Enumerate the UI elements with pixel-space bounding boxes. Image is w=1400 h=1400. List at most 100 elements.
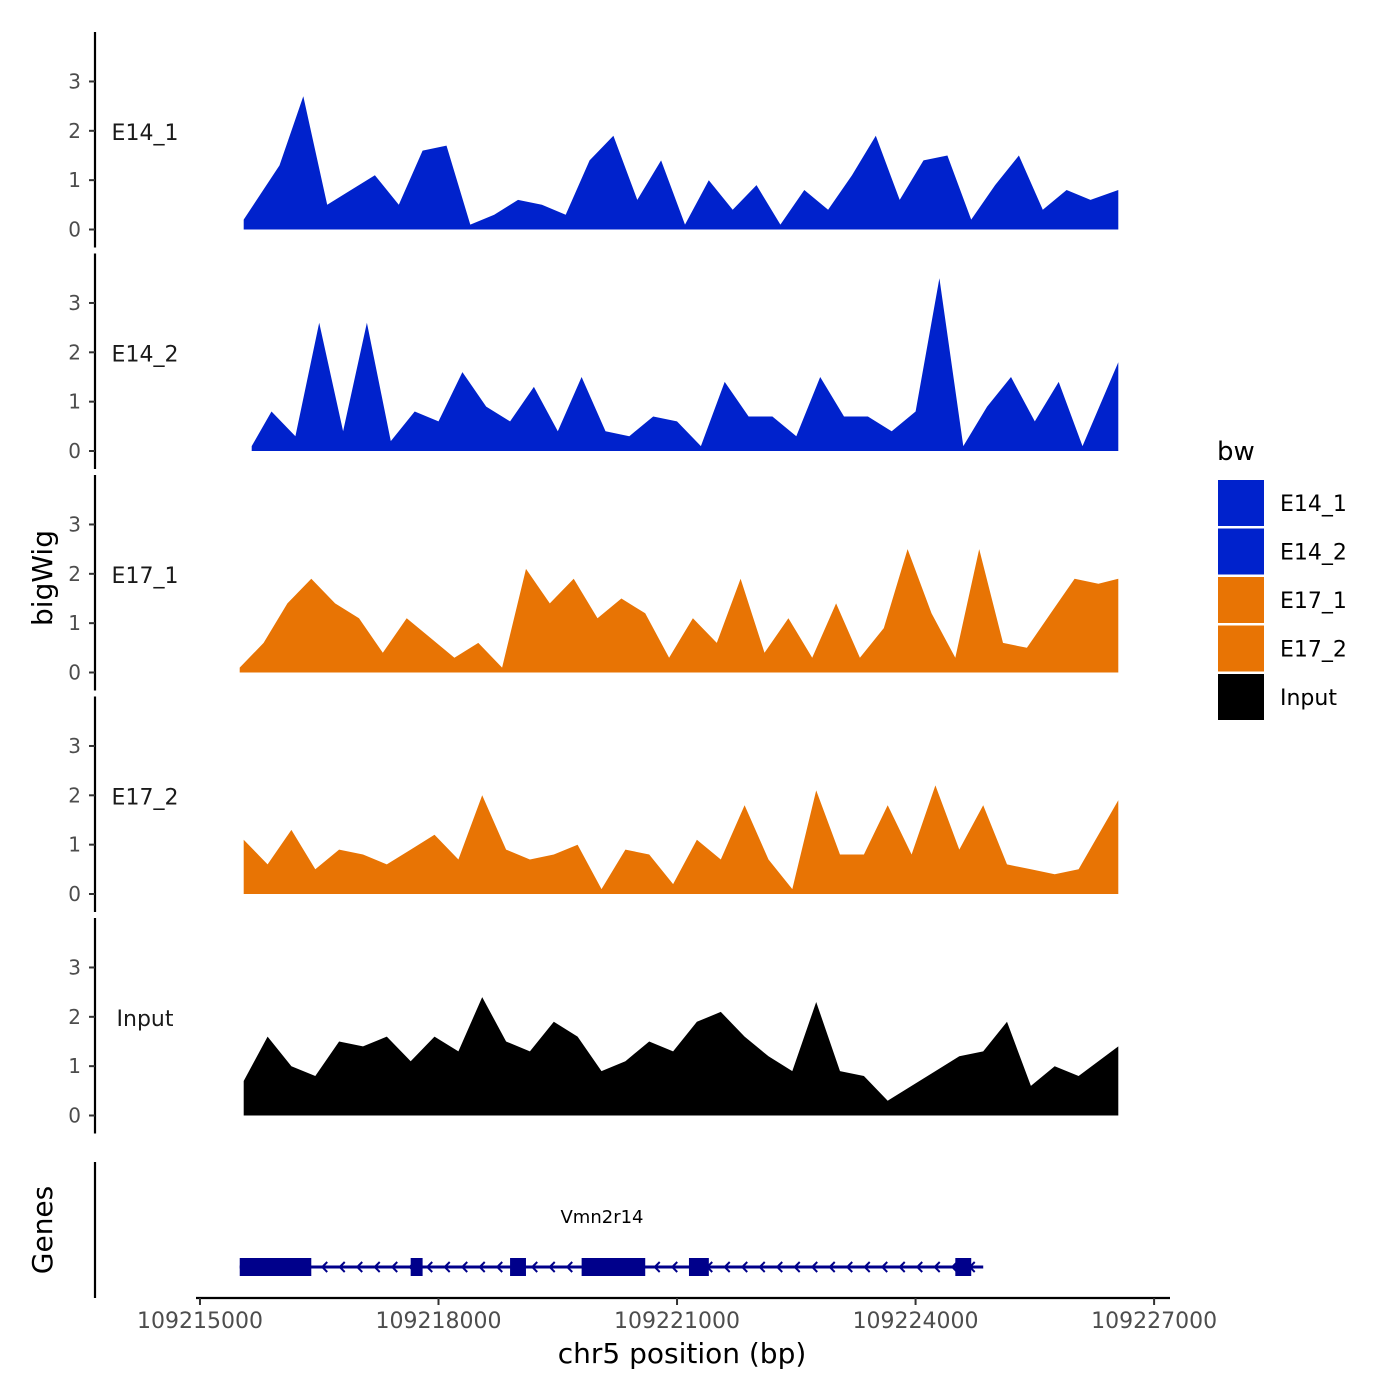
legend-swatch: [1218, 528, 1264, 575]
y-tick-label: 3: [68, 69, 81, 93]
y-axis-title: bigWig: [26, 530, 59, 626]
x-axis-title: chr5 position (bp): [558, 1337, 807, 1370]
strand-arrow: [880, 1261, 888, 1273]
y-tick-label: 3: [68, 291, 81, 315]
strand-arrow: [723, 1261, 731, 1273]
track-E17_1: 0 1 2 3 E17_1: [68, 475, 1119, 691]
y-tick-label: 1: [68, 168, 81, 192]
strand-arrow: [355, 1261, 363, 1273]
legend-entry: E14_2: [1218, 528, 1347, 575]
track-E14_2: 0 1 2 3 E14_2: [68, 253, 1119, 469]
track-label: E17_2: [112, 786, 179, 811]
track-E17_2: 0 1 2 3 E17_2: [68, 696, 1119, 912]
y-tick-label: 1: [68, 390, 81, 414]
strand-arrow: [425, 1261, 433, 1273]
exon: [410, 1258, 423, 1276]
legend-entries: E14_1 E14_2 E17_1 E17_2 Input: [1218, 480, 1347, 720]
strand-arrow: [443, 1261, 451, 1273]
x-tick-label: 109218000: [376, 1309, 502, 1334]
legend: bw E14_1 E14_2 E17_1 E17_2 Input: [1217, 437, 1347, 720]
exon: [581, 1258, 646, 1276]
strand-arrow: [845, 1261, 853, 1273]
x-axis: 109215000 109218000 109221000 109224000 1092…: [137, 1296, 1217, 1370]
strand-arrow: [495, 1261, 503, 1273]
exon: [688, 1258, 709, 1276]
x-tick-label: 109215000: [137, 1309, 263, 1334]
strand-arrow: [530, 1261, 538, 1273]
legend-entry: E14_1: [1218, 480, 1347, 526]
y-tick-label: 1: [68, 611, 81, 635]
legend-entry: E17_2: [1218, 625, 1347, 672]
y-tick-label: 0: [68, 882, 81, 906]
y-tick-label: 2: [68, 1005, 81, 1029]
legend-swatch: [1218, 674, 1264, 720]
legend-label: E17_1: [1280, 589, 1347, 614]
strand-arrow: [338, 1261, 346, 1273]
legend-entry: E17_1: [1218, 577, 1347, 623]
strand-arrow: [793, 1261, 801, 1273]
legend-swatch: [1218, 480, 1264, 526]
y-tick-label: 2: [68, 783, 81, 807]
legend-title: bw: [1217, 437, 1255, 467]
track-label: E14_1: [112, 121, 179, 146]
strand-arrow: [898, 1261, 906, 1273]
signal-area-E14_1: [243, 96, 1119, 230]
signal-area-E14_2: [251, 278, 1119, 451]
strand-arrow: [933, 1261, 941, 1273]
strand-arrow: [758, 1261, 766, 1273]
strand-arrow: [863, 1261, 871, 1273]
signal-area-E17_1: [239, 549, 1119, 673]
legend-swatch: [1218, 577, 1264, 623]
legend-entry: Input: [1218, 674, 1337, 720]
track-label: E14_2: [112, 343, 179, 368]
gene-label: Vmn2r14: [560, 1207, 643, 1228]
legend-label: Input: [1280, 686, 1337, 711]
signal-area-Input: [243, 997, 1119, 1116]
strand-arrow: [653, 1261, 661, 1273]
strand-arrow: [373, 1261, 381, 1273]
gene-track: Genes Vmn2r14: [26, 1162, 984, 1298]
legend-label: E17_2: [1280, 638, 1347, 663]
y-tick-label: 3: [68, 955, 81, 979]
exon: [510, 1258, 526, 1276]
x-tick-label: 109224000: [853, 1309, 979, 1334]
x-tick-label: 109227000: [1091, 1309, 1217, 1334]
strand-arrow: [740, 1261, 748, 1273]
signal-tracks: 0 1 2 3 E14_1 0 1 2 3 E14_2 0 1 2 3 E17_1 0 1 2 3 E17_2 0 1 2 3…: [68, 32, 1119, 1134]
strand-arrow: [775, 1261, 783, 1273]
strand-arrow: [828, 1261, 836, 1273]
gene-models: Vmn2r14: [239, 1207, 984, 1276]
y-tick-label: 2: [68, 340, 81, 364]
track-label: E17_1: [112, 564, 179, 589]
legend-swatch: [1218, 625, 1264, 672]
legend-label: E14_2: [1280, 541, 1347, 566]
strand-arrow: [565, 1261, 573, 1273]
track-Input: 0 1 2 3 Input: [68, 918, 1119, 1134]
strand-arrow: [478, 1261, 486, 1273]
signal-area-E17_2: [243, 785, 1119, 894]
strand-arrow: [390, 1261, 398, 1273]
x-tick-label: 109221000: [614, 1309, 740, 1334]
x-axis-ticks: 109215000 109218000 109221000 109224000 1092…: [137, 1298, 1217, 1334]
strand-arrow: [670, 1261, 678, 1273]
y-tick-label: 2: [68, 119, 81, 143]
strand-arrow: [810, 1261, 818, 1273]
strand-arrow: [320, 1261, 328, 1273]
y-tick-label: 0: [68, 1104, 81, 1128]
y-tick-label: 2: [68, 562, 81, 586]
y-tick-label: 3: [68, 734, 81, 758]
y-tick-label: 1: [68, 1054, 81, 1078]
exon: [955, 1258, 972, 1276]
legend-label: E14_1: [1280, 492, 1347, 517]
y-tick-label: 0: [68, 661, 81, 685]
gene-Vmn2r14: Vmn2r14: [239, 1207, 984, 1276]
y-tick-label: 0: [68, 439, 81, 463]
track-E14_1: 0 1 2 3 E14_1: [68, 32, 1119, 248]
y-tick-label: 3: [68, 512, 81, 536]
strand-arrow: [915, 1261, 923, 1273]
y-tick-label: 1: [68, 833, 81, 857]
track-label: Input: [117, 1007, 174, 1032]
exon: [239, 1258, 312, 1276]
strand-arrow: [460, 1261, 468, 1273]
